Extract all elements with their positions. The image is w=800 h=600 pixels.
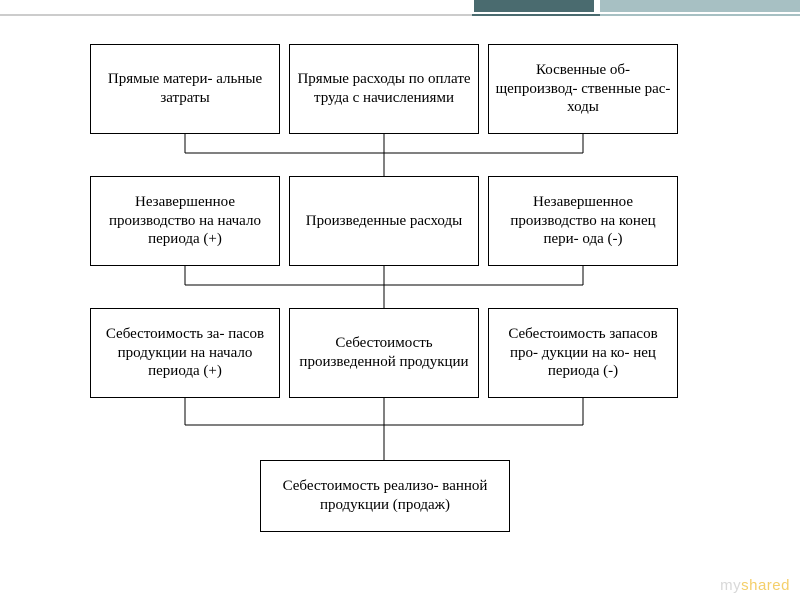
box-cogs: Себестоимость реализо- ванной продукции … xyxy=(260,460,510,532)
box-cogm: Себестоимость произведенной продукции xyxy=(289,308,479,398)
box-direct-materials: Прямые матери- альные затраты xyxy=(90,44,280,134)
box-label: Себестоимость произведенной продукции xyxy=(296,334,472,372)
box-inventory-end: Себестоимость запасов про- дукции на ко-… xyxy=(488,308,678,398)
box-indirect-overhead: Косвенные об- щепроизвод- ственные рас- … xyxy=(488,44,678,134)
box-label: Прямые матери- альные затраты xyxy=(97,70,273,108)
header-accent-dark xyxy=(474,0,594,12)
box-label: Незавершенное производство на начало пер… xyxy=(97,193,273,249)
header-underline xyxy=(0,14,800,16)
box-label: Незавершенное производство на конец пери… xyxy=(495,193,671,249)
header-accent xyxy=(0,0,800,28)
box-label: Себестоимость реализо- ванной продукции … xyxy=(267,477,503,515)
watermark-accent: shared xyxy=(741,577,790,594)
box-production-costs: Произведенные расходы xyxy=(289,176,479,266)
watermark-pre: my xyxy=(720,577,741,594)
box-label: Себестоимость запасов про- дукции на ко-… xyxy=(495,325,671,381)
watermark: myshared xyxy=(720,577,790,594)
header-accent-light xyxy=(600,0,800,12)
box-label: Произведенные расходы xyxy=(306,212,462,231)
box-label: Прямые расходы по оплате труда с начисле… xyxy=(296,70,472,108)
box-direct-labor: Прямые расходы по оплате труда с начисле… xyxy=(289,44,479,134)
box-label: Косвенные об- щепроизвод- ственные рас- … xyxy=(495,61,671,117)
box-wip-end: Незавершенное производство на конец пери… xyxy=(488,176,678,266)
box-label: Себестоимость за- пасов продукции на нач… xyxy=(97,325,273,381)
box-inventory-begin: Себестоимость за- пасов продукции на нач… xyxy=(90,308,280,398)
box-wip-begin: Незавершенное производство на начало пер… xyxy=(90,176,280,266)
